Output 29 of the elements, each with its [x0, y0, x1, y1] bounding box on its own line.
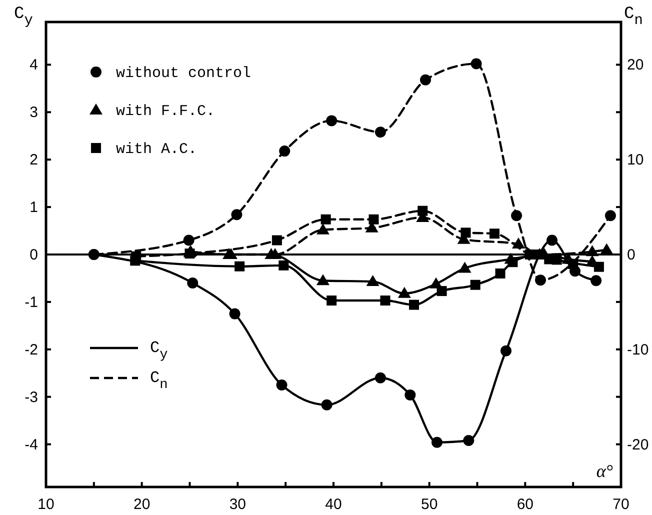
x-tick-label: 40 — [325, 496, 342, 513]
y-tick-label: 3 — [30, 104, 38, 122]
y2-tick-label: 10 — [627, 152, 644, 169]
x-tick-label: 30 — [229, 496, 246, 513]
y-tick-label: 1 — [30, 199, 38, 216]
annotation: C$_{y}$ — [150, 339, 168, 364]
x-tick-label: 50 — [420, 496, 438, 513]
annotation: C$_{n}$ — [150, 369, 168, 394]
y2-axis-title: C$_{n}$ — [624, 5, 643, 30]
x-tick-label: 20 — [133, 496, 150, 513]
y2-tick-label: 20 — [627, 56, 644, 74]
x-axis-title: α° — [596, 461, 613, 481]
x-tick-label: 10 — [38, 496, 54, 513]
x-tick-label: 60 — [516, 496, 534, 513]
legend-label: with A.C. — [116, 141, 198, 158]
y-tick-label: 0 — [30, 246, 38, 264]
y-axis-title: C$_{y}$ — [14, 5, 34, 30]
y-tick-label: 4 — [30, 56, 38, 74]
y-tick-label: -4 — [24, 436, 38, 454]
y2-tick-label: 0 — [627, 246, 636, 264]
y-tick-label: -3 — [24, 388, 38, 406]
legend-label: without control — [116, 65, 252, 82]
x-tick-label: 70 — [612, 496, 630, 513]
y-tick-label: -2 — [24, 341, 38, 358]
y-tick-label: 2 — [30, 152, 38, 169]
y2-tick-label: -10 — [627, 341, 649, 358]
y2-tick-label: -20 — [627, 436, 649, 454]
legend-label: with F.F.C. — [116, 103, 216, 120]
y-tick-label: -1 — [24, 294, 38, 311]
